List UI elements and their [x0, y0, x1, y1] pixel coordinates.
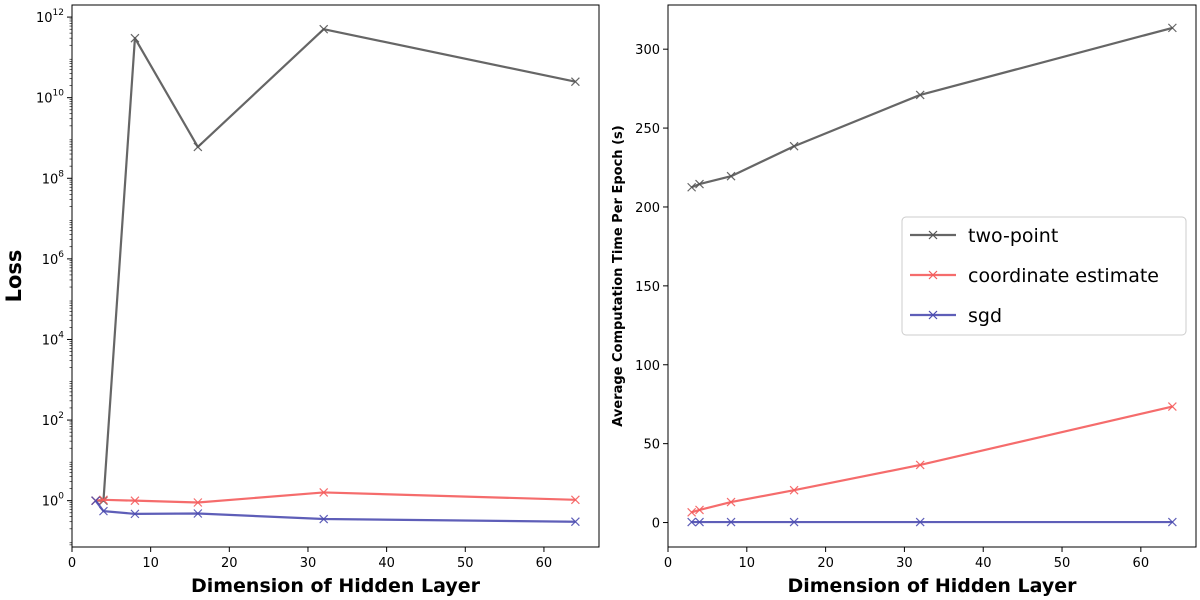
data-point-sgd-16 [789, 517, 799, 527]
y-tick-label-150: 150 [635, 280, 660, 295]
data-point-two-point-64 [1167, 23, 1177, 33]
data-point-two-point-16 [193, 142, 203, 152]
y-tick-label-0: 0 [652, 517, 660, 532]
x-tick-label-20: 20 [221, 556, 238, 571]
data-point-sgd-32 [319, 514, 329, 524]
x-tick-label-60: 60 [536, 556, 553, 571]
data-point-two-point-8 [130, 33, 140, 43]
x-tick-label-50: 50 [1054, 556, 1071, 571]
data-point-two-point-32 [915, 90, 925, 100]
y-tick-label-10-8: 108 [42, 169, 65, 187]
data-point-sgd-3 [687, 517, 697, 527]
x-tick-label-20: 20 [817, 556, 834, 571]
x-axis-title: Dimension of Hidden Layer [787, 575, 1077, 597]
y-tick-label-10-0: 100 [42, 492, 65, 510]
x-tick-label-40: 40 [378, 556, 395, 571]
series-two-point [687, 23, 1177, 192]
data-point-coordinate-estimate-64 [570, 495, 580, 505]
series-line-coordinate-estimate [691, 405, 1173, 514]
x-tick-label-60: 60 [1133, 556, 1150, 571]
x-tick-label-10: 10 [739, 556, 756, 571]
data-point-sgd-4 [695, 517, 704, 527]
data-point-sgd-64 [1167, 517, 1177, 527]
y-axis-title: Average Computation Time Per Epoch (s) [611, 125, 626, 426]
data-point-coordinate-estimate-3 [687, 507, 697, 517]
y-tick-label-10-12: 1012 [36, 8, 64, 26]
series-coordinate-estimate [91, 488, 580, 507]
x-tick-label-30: 30 [896, 556, 913, 571]
y-tick-label-300: 300 [635, 43, 660, 58]
y-tick-label-50: 50 [643, 438, 660, 453]
x-tick-label-40: 40 [975, 556, 992, 571]
data-point-coordinate-estimate-4 [695, 505, 704, 515]
y-tick-label-10-6: 106 [42, 250, 65, 268]
data-point-coordinate-estimate-32 [915, 460, 925, 470]
y-tick-label-10-10: 1010 [36, 89, 64, 107]
data-point-coordinate-estimate-16 [193, 498, 203, 507]
x-tick-label-0: 0 [664, 556, 672, 571]
data-point-coordinate-estimate-8 [130, 496, 140, 506]
data-point-coordinate-estimate-8 [726, 497, 736, 507]
y-tick-label-10-4: 104 [42, 330, 65, 348]
data-point-sgd-8 [726, 517, 736, 527]
data-point-sgd-64 [570, 517, 580, 527]
y-tick-label-100: 100 [635, 359, 660, 374]
series-line-two-point [95, 28, 576, 502]
series-line-sgd [94, 499, 576, 523]
legend-entry-two-point: two-point [910, 225, 1058, 247]
series-sgd [91, 496, 580, 527]
data-point-coordinate-estimate-4 [99, 495, 108, 505]
x-tick-label-50: 50 [457, 556, 474, 571]
series-sgd [687, 517, 1177, 527]
data-point-sgd-4 [99, 506, 108, 516]
data-point-two-point-32 [319, 24, 329, 34]
data-point-sgd-32 [915, 517, 925, 527]
legend-label-two-point: two-point [968, 225, 1058, 247]
data-point-coordinate-estimate-16 [789, 485, 799, 495]
series-line-coordinate-estimate [95, 491, 576, 504]
series-two-point [91, 24, 580, 506]
x-tick-label-0: 0 [68, 556, 76, 571]
data-point-sgd-16 [193, 509, 203, 518]
series-line-two-point [691, 26, 1173, 189]
x-tick-label-30: 30 [300, 556, 317, 571]
plot-frame [71, 4, 600, 548]
data-point-two-point-16 [789, 141, 799, 151]
y-tick-label-250: 250 [635, 122, 660, 137]
y-axis-title: Loss [2, 250, 26, 303]
series-coordinate-estimate [687, 402, 1177, 517]
data-point-two-point-8 [726, 171, 736, 181]
legend-entry-coordinate-estimate: coordinate estimate [910, 265, 1159, 287]
data-point-sgd-8 [130, 509, 140, 519]
legend-label-coordinate-estimate: coordinate estimate [968, 265, 1159, 287]
data-point-coordinate-estimate-32 [319, 488, 329, 497]
legend-frame [901, 216, 1187, 336]
data-point-two-point-3 [687, 182, 697, 192]
x-tick-label-10: 10 [142, 556, 159, 571]
x-axis-title: Dimension of Hidden Layer [191, 575, 481, 597]
loss-chart: 0 10 20 30 40 50 60 100 102 104 106 108 1010 1012 Dime… [2, 4, 600, 597]
legend-entry-sgd: sgd [910, 305, 1002, 327]
computation-time-chart: 0 10 20 30 40 50 60 0 50 100 150 200 250 300 Dimension… [611, 4, 1197, 597]
data-point-sgd-3 [91, 496, 101, 506]
legend-label-sgd: sgd [968, 305, 1002, 327]
y-tick-label-200: 200 [635, 201, 660, 216]
y-tick-label-10-2: 102 [42, 411, 64, 429]
data-point-two-point-4 [695, 179, 704, 189]
plot-frame [667, 4, 1197, 548]
plot-area [91, 24, 580, 527]
data-point-coordinate-estimate-64 [1167, 402, 1177, 411]
plot-area [687, 23, 1177, 527]
data-point-two-point-64 [570, 77, 580, 87]
legend: two-point coordinate estimate sgd [901, 216, 1187, 336]
